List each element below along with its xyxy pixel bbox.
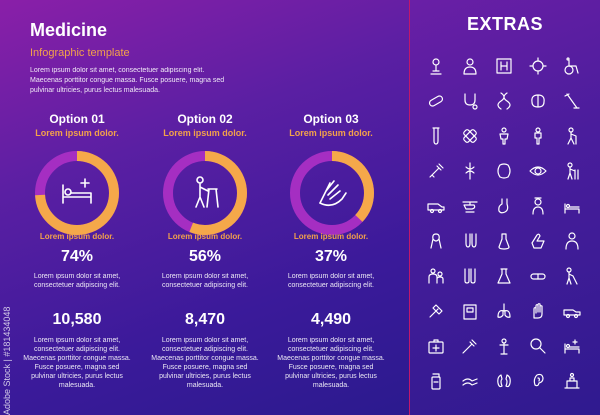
- ambulance-car-icon: [562, 301, 582, 321]
- first-aid-kit-icon: [426, 336, 446, 356]
- option-name: Option 01: [49, 112, 105, 126]
- patient-icon: [562, 231, 582, 251]
- test-tube-icon: [426, 126, 446, 146]
- magnifier-icon: [528, 336, 548, 356]
- nurse-icon: [528, 196, 548, 216]
- infographic-panel: Medicine Infographic template Lorem ipsu…: [0, 0, 410, 415]
- page-subtitle: Infographic template: [30, 47, 130, 59]
- lab-flask-icon: [494, 266, 514, 286]
- walker-icon: [562, 161, 582, 181]
- short-description: Lorem ipsum dolor sit amet, consectetuer…: [287, 273, 375, 289]
- dna-icon: [494, 91, 514, 111]
- long-description: Lorem ipsum dolor sit amet, consectetuer…: [23, 337, 131, 389]
- body-scan-icon: [494, 336, 514, 356]
- ring-fill: [290, 151, 374, 235]
- ring-fill: [35, 151, 119, 235]
- bed-icon: [562, 336, 582, 356]
- option-name: Option 03: [303, 112, 359, 126]
- medicine-bottle-icon: [426, 371, 446, 391]
- helicopter-icon: [460, 196, 480, 216]
- hospital-bed-icon: [62, 178, 92, 204]
- axe-icon: [426, 301, 446, 321]
- pills-icon: [528, 266, 548, 286]
- blind-cane-icon: [562, 266, 582, 286]
- long-description: Lorem ipsum dolor sit amet, consectetuer…: [277, 337, 385, 389]
- virus-icon: [528, 56, 548, 76]
- ambulance-icon: [426, 196, 446, 216]
- person-icon: [528, 126, 548, 146]
- stethoscope-icon: [460, 91, 480, 111]
- hospital-bed-icon: [562, 196, 582, 216]
- short-description: Lorem ipsum dolor sit amet, consectetuer…: [33, 273, 121, 289]
- hospital-icon: [494, 56, 514, 76]
- cane-person-icon: [562, 126, 582, 146]
- stock-credit: Adobe Stock | #181434048: [2, 306, 12, 415]
- doctor-icon: [460, 56, 480, 76]
- stomach-icon: [494, 196, 514, 216]
- ear-icon: [528, 371, 548, 391]
- flask-icon: [460, 231, 480, 251]
- extras-title: EXTRAS: [466, 14, 543, 34]
- walker-icon: [195, 176, 219, 208]
- syringe-icon: [426, 161, 446, 181]
- count-value: 8,470: [184, 311, 226, 328]
- option-byline: Lorem ipsum dolor.: [35, 128, 119, 138]
- vials-icon: [460, 266, 480, 286]
- caring-hands-icon: [460, 371, 480, 391]
- lungs-icon: [494, 301, 514, 321]
- count-value: 4,490: [310, 311, 352, 328]
- crutch-icon: [562, 91, 582, 111]
- ring-fill: [163, 151, 247, 235]
- count-value: 10,580: [52, 311, 102, 328]
- patient-care-icon: [562, 371, 582, 391]
- progress-ring-1: [32, 148, 122, 238]
- percent-value: 37%: [314, 248, 348, 265]
- bandage-icon: [460, 126, 480, 146]
- helping-hand-icon: [319, 180, 347, 207]
- caduceus-icon: [460, 161, 480, 181]
- microscope-icon: [426, 56, 446, 76]
- ribbon-icon: [426, 231, 446, 251]
- scale-icon: [460, 301, 480, 321]
- wheelchair-icon: [562, 56, 582, 76]
- brain-icon: [528, 91, 548, 111]
- page-title: Medicine: [30, 20, 108, 40]
- medical-staff-icon: [426, 266, 446, 286]
- intro-text: Lorem ipsum dolor sit amet, consectetuer…: [30, 67, 225, 94]
- extras-panel: EXTRAS: [410, 0, 600, 415]
- option-header-1: Option 01 Lorem ipsum dolor.: [22, 112, 132, 138]
- progress-ring-3: [287, 148, 377, 238]
- ring-label: Lorem ipsum dolor.: [167, 232, 243, 241]
- long-description: Lorem ipsum dolor sit amet, consectetuer…: [151, 337, 259, 389]
- option-header-3: Option 03 Lorem ipsum dolor.: [276, 112, 386, 138]
- percent-value: 74%: [60, 248, 94, 265]
- dropper-icon: [494, 231, 514, 251]
- percent-value: 56%: [188, 248, 222, 265]
- ring-label: Lorem ipsum dolor.: [293, 232, 369, 241]
- ring-label: Lorem ipsum dolor.: [39, 232, 115, 241]
- care-hand-icon: [528, 231, 548, 251]
- option-byline: Lorem ipsum dolor.: [163, 128, 247, 138]
- organ-icon: [494, 161, 514, 181]
- hand-icon: [528, 301, 548, 321]
- option-name: Option 02: [177, 112, 233, 126]
- body-icon: [494, 126, 514, 146]
- eye-icon: [528, 161, 548, 181]
- option-header-2: Option 02 Lorem ipsum dolor.: [150, 112, 260, 138]
- pipette-icon: [460, 336, 480, 356]
- kidney-icon: [494, 371, 514, 391]
- pill-icon: [426, 91, 446, 111]
- short-description: Lorem ipsum dolor sit amet, consectetuer…: [161, 273, 249, 289]
- option-byline: Lorem ipsum dolor.: [289, 128, 373, 138]
- progress-ring-2: [160, 148, 250, 238]
